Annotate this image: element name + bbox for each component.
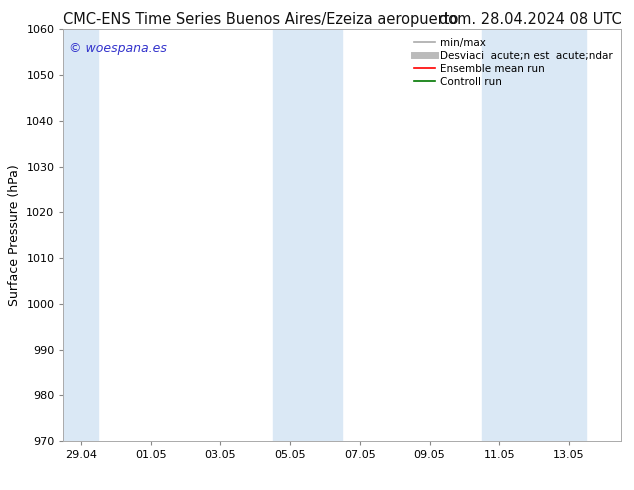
Bar [482,29,586,441]
Text: © woespana.es: © woespana.es [69,42,167,55]
Bar [273,29,342,441]
Bar [63,29,98,441]
Y-axis label: Surface Pressure (hPa): Surface Pressure (hPa) [8,164,21,306]
Text: CMC-ENS Time Series Buenos Aires/Ezeiza aeropuerto: CMC-ENS Time Series Buenos Aires/Ezeiza … [63,12,459,27]
Text: dom. 28.04.2024 08 UTC: dom. 28.04.2024 08 UTC [439,12,621,27]
Legend: min/max, Desviaci  acute;n est  acute;ndar, Ensemble mean run, Controll run: min/max, Desviaci acute;n est acute;ndar… [411,35,616,90]
